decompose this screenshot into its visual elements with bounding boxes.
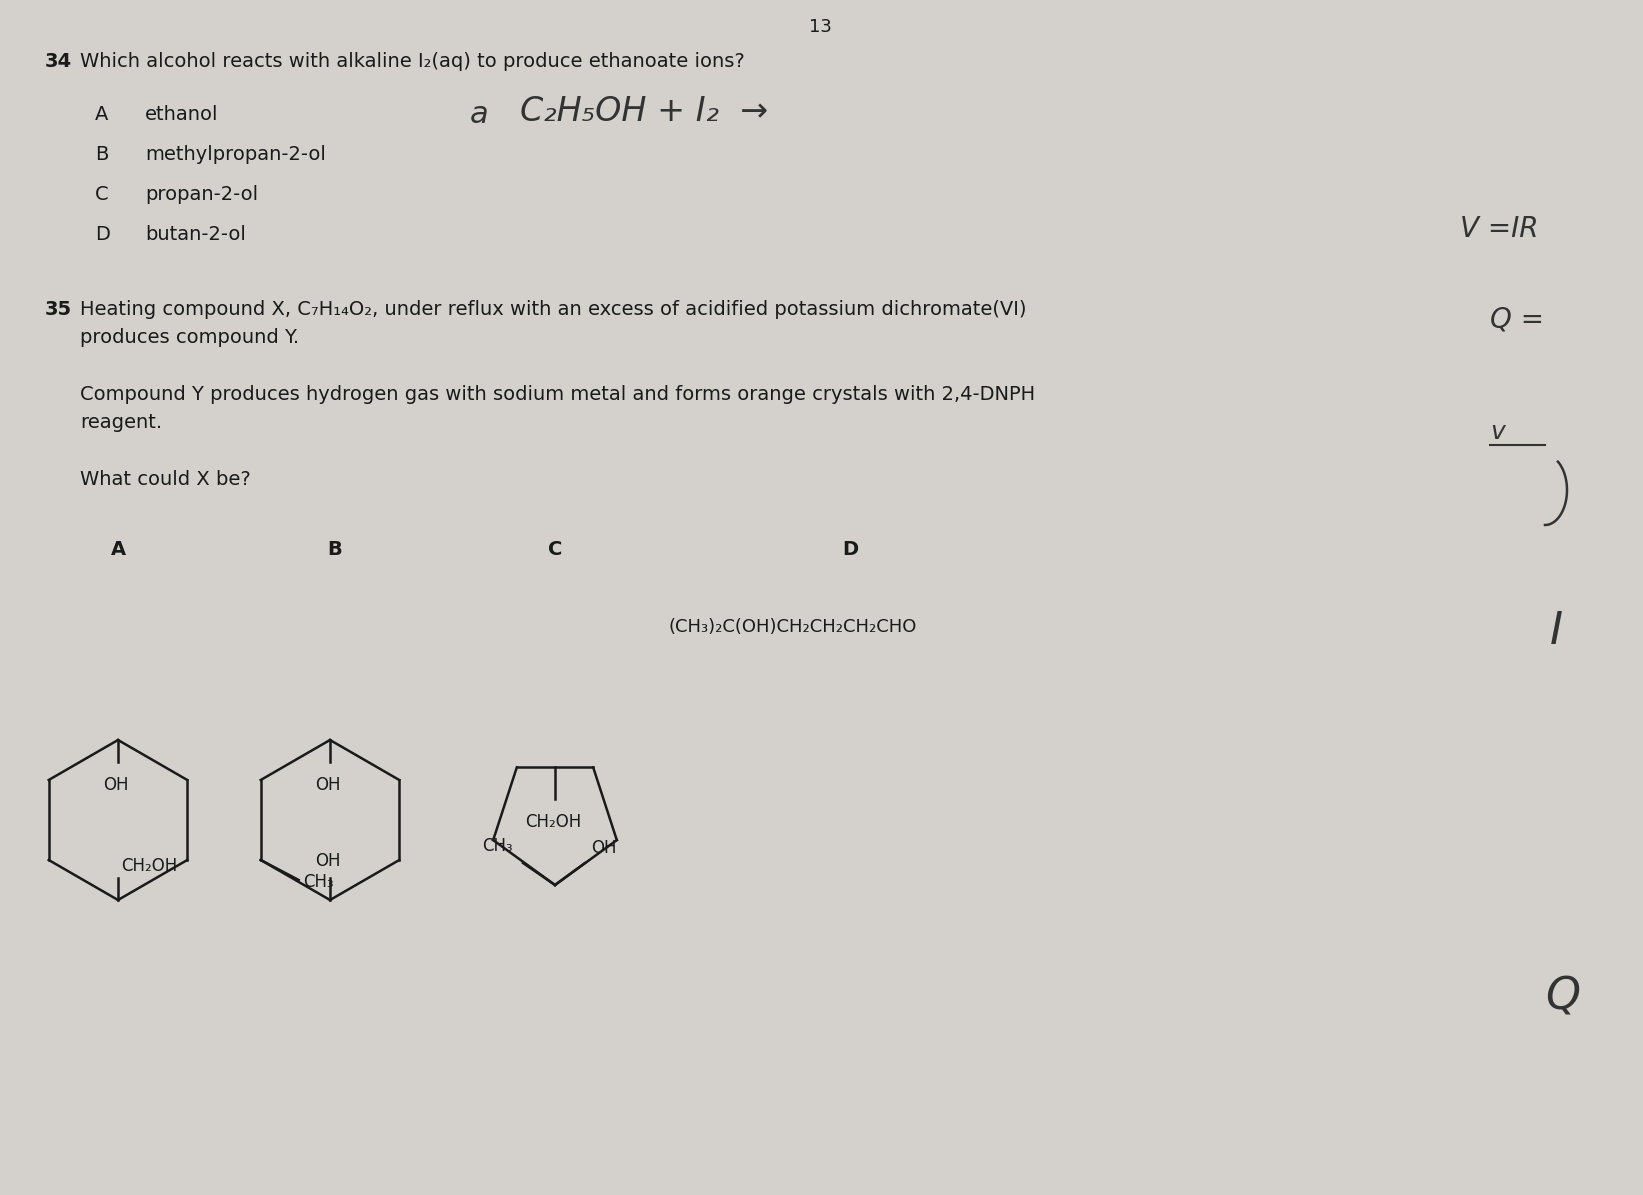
Text: OH: OH xyxy=(315,852,340,870)
Text: methylpropan-2-ol: methylpropan-2-ol xyxy=(145,145,325,164)
Text: ethanol: ethanol xyxy=(145,105,219,124)
Text: Heating compound X, C₇H₁₄O₂, under reflux with an excess of acidified potassium : Heating compound X, C₇H₁₄O₂, under reflu… xyxy=(81,300,1027,319)
Text: CH₃: CH₃ xyxy=(481,836,513,854)
Text: propan-2-ol: propan-2-ol xyxy=(145,185,258,204)
Text: (CH₃)₂C(OH)CH₂CH₂CH₂CHO: (CH₃)₂C(OH)CH₂CH₂CH₂CHO xyxy=(669,618,917,636)
Text: CH₂OH: CH₂OH xyxy=(524,814,582,832)
Text: butan-2-ol: butan-2-ol xyxy=(145,225,246,244)
Text: C: C xyxy=(547,540,562,559)
Text: CH₃: CH₃ xyxy=(302,874,334,891)
Text: Compound Y produces hydrogen gas with sodium metal and forms orange crystals wit: Compound Y produces hydrogen gas with so… xyxy=(81,385,1035,404)
Text: A: A xyxy=(95,105,108,124)
Text: OH: OH xyxy=(315,776,340,793)
Text: OH: OH xyxy=(591,839,616,857)
Text: 34: 34 xyxy=(44,53,72,71)
Text: 35: 35 xyxy=(44,300,72,319)
Text: C: C xyxy=(95,185,108,204)
Text: OH: OH xyxy=(104,776,128,793)
Text: B: B xyxy=(95,145,108,164)
Text: D: D xyxy=(95,225,110,244)
Text: reagent.: reagent. xyxy=(81,413,163,433)
Text: 13: 13 xyxy=(808,18,831,36)
Text: Q: Q xyxy=(1544,975,1581,1018)
Text: A: A xyxy=(110,540,125,559)
Text: C₂H₅OH + I₂  →: C₂H₅OH + I₂ → xyxy=(519,94,769,128)
Text: V =IR: V =IR xyxy=(1461,215,1538,243)
Text: Q =: Q = xyxy=(1490,305,1544,333)
Text: Which alcohol reacts with alkaline I₂(aq) to produce ethanoate ions?: Which alcohol reacts with alkaline I₂(aq… xyxy=(81,53,744,71)
Text: CH₂OH: CH₂OH xyxy=(122,857,177,875)
Text: B: B xyxy=(327,540,342,559)
Text: D: D xyxy=(841,540,858,559)
Text: What could X be?: What could X be? xyxy=(81,470,251,489)
Text: a: a xyxy=(470,100,488,129)
Text: I: I xyxy=(1549,609,1562,652)
Text: v: v xyxy=(1490,419,1505,445)
Text: produces compound Y.: produces compound Y. xyxy=(81,327,299,347)
